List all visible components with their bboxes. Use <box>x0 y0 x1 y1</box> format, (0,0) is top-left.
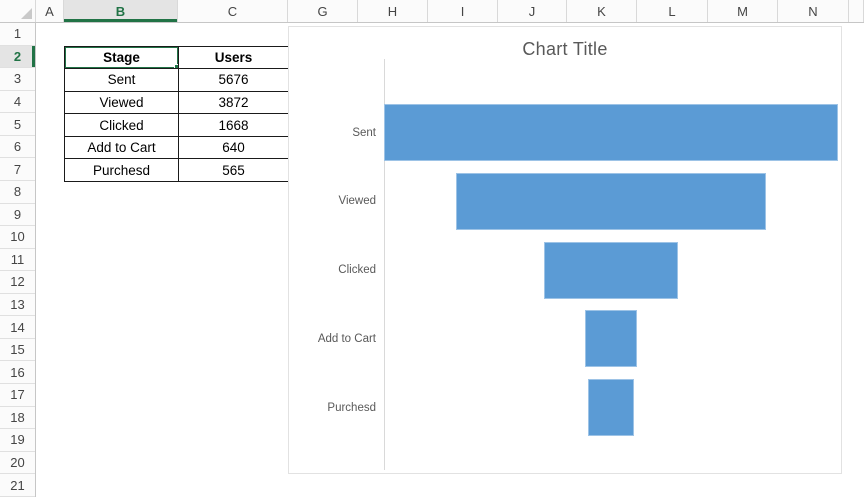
cell-C4[interactable]: 3872 <box>178 90 289 115</box>
column-header-extra[interactable] <box>849 0 864 22</box>
column-header-i[interactable]: I <box>428 0 498 22</box>
cell-B5[interactable]: Clicked <box>64 113 179 137</box>
row-header-9[interactable]: 9 <box>0 204 35 227</box>
column-header-m[interactable]: M <box>708 0 778 22</box>
funnel-bar-clicked[interactable] <box>544 241 678 299</box>
funnel-chart[interactable]: Chart Title Sent Viewed Clicked Add to Cart… <box>288 26 842 474</box>
column-header-b[interactable]: B <box>64 0 178 22</box>
row-header-5[interactable]: 5 <box>0 113 35 136</box>
funnel-bar-sent[interactable] <box>384 104 838 161</box>
data-table: Stage Users Sent 5676 Viewed 3872 Clicked 1668 A… <box>64 45 289 182</box>
row-header-14[interactable]: 14 <box>0 316 35 339</box>
column-header-h[interactable]: H <box>358 0 428 22</box>
cell-B4[interactable]: Viewed <box>64 90 179 115</box>
row-header-13[interactable]: 13 <box>0 294 35 317</box>
cell-C2[interactable]: Users <box>178 45 289 70</box>
category-label-clicked: Clicked <box>338 264 376 276</box>
column-header-j[interactable]: J <box>498 0 567 22</box>
row-header-15[interactable]: 15 <box>0 339 35 362</box>
row-header-1[interactable]: 1 <box>0 23 35 46</box>
cell-B2[interactable]: Stage <box>64 45 179 70</box>
cell-C5[interactable]: 1668 <box>178 113 289 137</box>
funnel-bar-purchesd[interactable] <box>588 379 634 436</box>
row-header-16[interactable]: 16 <box>0 361 35 384</box>
column-header-l[interactable]: L <box>637 0 708 22</box>
row-header-6[interactable]: 6 <box>0 136 35 159</box>
row-header-11[interactable]: 11 <box>0 249 35 272</box>
row-header-17[interactable]: 17 <box>0 384 35 407</box>
chart-title[interactable]: Chart Title <box>522 39 608 59</box>
column-header-c[interactable]: C <box>178 0 288 22</box>
column-header-g[interactable]: G <box>288 0 358 22</box>
row-header-4[interactable]: 4 <box>0 91 35 114</box>
row-header-column: 1 2 3 4 5 6 7 8 9 10 11 12 13 14 15 16 17 18 19 20 21 <box>0 23 36 497</box>
sheet-area[interactable]: Stage Users Sent 5676 Viewed 3872 Clicked 1668 A… <box>36 23 864 497</box>
row-header-21[interactable]: 21 <box>0 474 35 497</box>
row-header-10[interactable]: 10 <box>0 226 35 249</box>
cell-B3[interactable]: Sent <box>64 68 179 92</box>
column-header-n[interactable]: N <box>778 0 849 22</box>
cell-B6[interactable]: Add to Cart <box>64 135 179 160</box>
row-header-18[interactable]: 18 <box>0 407 35 430</box>
cell-C3[interactable]: 5676 <box>178 68 289 92</box>
row-header-20[interactable]: 20 <box>0 452 35 475</box>
row-header-3[interactable]: 3 <box>0 68 35 91</box>
cell-C7[interactable]: 565 <box>178 158 289 182</box>
funnel-bar-add-to-cart[interactable] <box>585 310 637 368</box>
cell-B7[interactable]: Purchesd <box>64 158 179 182</box>
column-header-a[interactable]: A <box>36 0 64 22</box>
category-label-purchesd: Purchesd <box>327 401 376 414</box>
row-header-19[interactable]: 19 <box>0 429 35 452</box>
category-label-sent: Sent <box>352 126 376 139</box>
row-header-12[interactable]: 12 <box>0 271 35 294</box>
cell-C6[interactable]: 640 <box>178 135 289 160</box>
category-label-viewed: Viewed <box>338 195 376 208</box>
row-header-2[interactable]: 2 <box>0 45 35 69</box>
column-header-k[interactable]: K <box>567 0 637 22</box>
row-header-7[interactable]: 7 <box>0 158 35 181</box>
category-label-add-to-cart: Add to Cart <box>317 332 376 345</box>
select-all-corner[interactable] <box>0 0 36 22</box>
funnel-bar-viewed[interactable] <box>456 172 766 230</box>
row-header-8[interactable]: 8 <box>0 181 35 204</box>
select-all-triangle-icon <box>21 8 32 19</box>
data-table-body: Stage Users Sent 5676 Viewed 3872 Clicked 1668 A… <box>64 45 289 182</box>
chart-axis-line <box>384 59 385 470</box>
